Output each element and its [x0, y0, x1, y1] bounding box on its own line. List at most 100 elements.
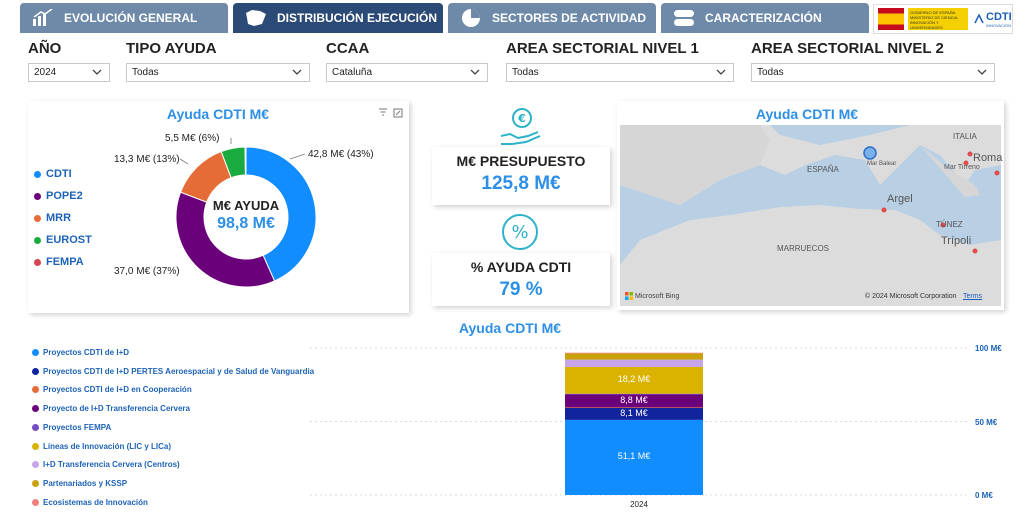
- tab-evolucion-general[interactable]: EVOLUCIÓN GENERAL: [20, 3, 228, 33]
- legend-item-mrr[interactable]: MRR: [34, 212, 71, 224]
- tab-distribucion-ejecucion[interactable]: DISTRIBUCIÓN EJECUCIÓN: [233, 3, 443, 33]
- legend-label: Proyectos CDTI de I+D PERTES Aeroespacia…: [43, 366, 315, 376]
- filter-icon[interactable]: [379, 108, 387, 116]
- bar-chart-title: Ayuda CDTI M€: [458, 320, 562, 336]
- filter-tipo-ayuda-select[interactable]: Todas: [126, 63, 310, 82]
- legend-label: Líneas de Innovación (LIC y LICa): [43, 441, 172, 451]
- legend-label: FEMPA: [46, 256, 84, 268]
- kpi-label: M€ PRESUPUESTO: [456, 153, 586, 169]
- bar-legend-item[interactable]: Proyectos CDTI de I+D: [32, 348, 129, 357]
- bar-segment[interactable]: [565, 407, 703, 420]
- bar-legend-item[interactable]: Proyectos CDTI de I+D PERTES Aeroespacia…: [32, 367, 314, 376]
- slice-label-mrr: 13,3 M€ (13%): [114, 154, 180, 165]
- bar-segment[interactable]: [565, 393, 703, 395]
- map-title: Ayuda CDTI M€: [755, 106, 859, 122]
- donut-center-label: M€ AYUDA: [212, 198, 280, 213]
- filter-ccaa-select[interactable]: Cataluña: [326, 63, 488, 82]
- bar-legend-item[interactable]: Proyectos FEMPA: [32, 423, 111, 432]
- bar-segment[interactable]: [565, 352, 703, 354]
- expand-icon[interactable]: [393, 108, 403, 118]
- bar-legend-item[interactable]: Partenariados y KSSP: [32, 479, 127, 488]
- tab-label: DISTRIBUCIÓN EJECUCIÓN: [277, 11, 438, 25]
- map-label-mar-tirreno: Mar Tirreno: [944, 164, 980, 171]
- chevron-down-icon: [977, 69, 987, 75]
- bar-segment[interactable]: [565, 366, 703, 394]
- chevron-down-icon: [716, 69, 726, 75]
- filter-ano-select[interactable]: 2024: [28, 63, 110, 82]
- bar-legend-item[interactable]: Líneas de Innovación (LIC y LICa): [32, 442, 171, 451]
- legend-dot: [32, 498, 39, 506]
- bar-legend-item[interactable]: I+D Transferencia Cervera (Centros): [32, 460, 180, 469]
- filter-ccaa: CCAA Cataluña: [326, 40, 488, 82]
- filter-label: AÑO: [28, 40, 62, 57]
- donut-title: Ayuda CDTI M€: [166, 106, 270, 122]
- top-tabs: EVOLUCIÓN GENERAL DISTRIBUCIÓN EJECUCIÓN…: [0, 0, 1024, 36]
- legend-item-pope2[interactable]: POPE2: [34, 190, 83, 202]
- bar-segment[interactable]: [565, 407, 703, 408]
- legend-dot: [34, 258, 41, 266]
- legend-item-fempa[interactable]: FEMPA: [34, 256, 84, 268]
- donut-slice-pope2[interactable]: [175, 191, 276, 288]
- map-copyright: © 2024 Microsoft Corporation: [865, 293, 957, 300]
- legend-dot: [34, 170, 41, 178]
- filter-label: TIPO AYUDA: [126, 40, 217, 57]
- donut-slice-fempa[interactable]: [244, 146, 247, 176]
- legend-dot: [34, 192, 41, 200]
- map-label-tunez: TÚNEZ: [936, 220, 963, 229]
- bing-attribution: Microsoft Bing: [625, 292, 679, 300]
- legend-dot: [34, 214, 41, 222]
- donut-chart: [175, 146, 317, 288]
- bar-segment[interactable]: [565, 419, 703, 495]
- bar-data-label: 8,8 M€: [620, 394, 648, 405]
- legend-label: POPE2: [46, 190, 83, 202]
- bar-legend-item[interactable]: Ecosistemas de Innovación: [32, 498, 148, 507]
- ytick-label: 0 M€: [975, 491, 993, 500]
- map-view[interactable]: [620, 125, 1001, 306]
- slice-label-pope2: 37,0 M€ (37%): [114, 266, 180, 277]
- filter-area-sectorial-1-select[interactable]: Todas: [506, 63, 734, 82]
- filter-area-sectorial-2-select[interactable]: Todas: [751, 63, 995, 82]
- tab-sectores-de-actividad[interactable]: SECTORES DE ACTIVIDAD: [448, 3, 656, 33]
- bar-segment[interactable]: [565, 353, 703, 360]
- kpi-label: % AYUDA CDTI: [470, 259, 572, 275]
- bar-segment[interactable]: [565, 359, 703, 367]
- filter-tipo-ayuda: TIPO AYUDA Todas: [126, 40, 310, 82]
- bar-chart-icon: [30, 8, 56, 28]
- tab-label: SECTORES DE ACTIVIDAD: [492, 11, 647, 25]
- donut-slice-cdti[interactable]: [245, 146, 317, 282]
- filter-ano: AÑO 2024: [28, 40, 110, 82]
- filter-area-sectorial-2: AREA SECTORIAL NIVEL 2 Todas: [751, 40, 995, 82]
- legend-label: MRR: [46, 212, 72, 224]
- cdti-logo: CDTI INNOVACIÓN: [974, 11, 1012, 28]
- bar-legend-item[interactable]: Proyectos CDTI de I+D en Cooperación: [32, 385, 192, 394]
- legend-dot: [32, 349, 39, 356]
- filter-value: Todas: [132, 67, 159, 78]
- map-label-roma: Roma: [973, 152, 1003, 164]
- bar-data-label: 8,1 M€: [620, 407, 648, 418]
- pie-chart-icon: [458, 8, 484, 28]
- legend-dot: [32, 367, 39, 375]
- legend-item-eurost[interactable]: EUROST: [34, 234, 92, 246]
- euro-hand-icon: €: [498, 106, 542, 154]
- tab-label: EVOLUCIÓN GENERAL: [64, 11, 198, 25]
- map-terms-link[interactable]: Terms: [963, 293, 983, 300]
- tab-label: CARACTERIZACIÓN: [705, 11, 822, 25]
- filter-value: 2024: [34, 67, 57, 78]
- spain-map-icon: [243, 8, 269, 28]
- cdti-ministry-logo: GOBIERNO DE ESPAÑA MINISTERIO DE CIENCIA…: [873, 4, 1013, 34]
- map-label-italia: ITALIA: [953, 132, 977, 141]
- bar-segment[interactable]: [565, 394, 703, 408]
- legend-label: I+D Transferencia Cervera (Centros): [43, 460, 180, 470]
- legend-dot: [32, 442, 39, 450]
- chevron-down-icon: [470, 69, 480, 75]
- bar-legend-item[interactable]: Proyecto de I+D Transferencia Cervera: [32, 404, 190, 413]
- svg-text:€: €: [517, 112, 526, 125]
- legend-label: EUROST: [46, 234, 92, 246]
- tab-caracterizacion[interactable]: CARACTERIZACIÓN: [661, 3, 869, 33]
- legend-item-cdti[interactable]: CDTI: [34, 168, 72, 180]
- filter-area-sectorial-1: AREA SECTORIAL NIVEL 1 Todas: [506, 40, 734, 82]
- legend-label: Proyectos CDTI de I+D en Cooperación: [43, 385, 192, 395]
- legend-dot: [32, 386, 39, 394]
- x-category-label: 2024: [630, 500, 648, 509]
- legend-dot: [32, 405, 39, 413]
